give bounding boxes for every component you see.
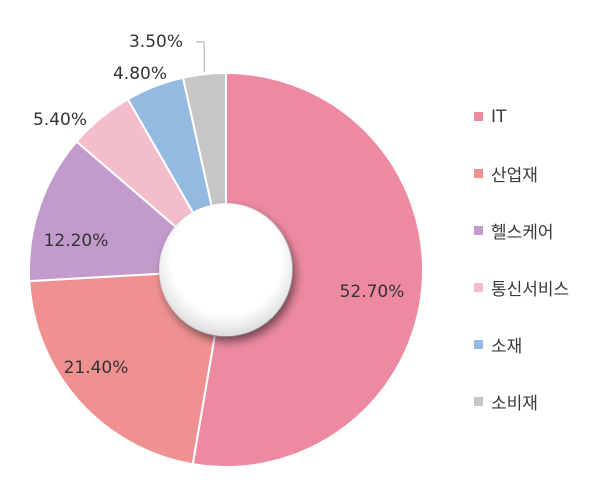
data-label-2: 21.40% [64,358,129,378]
legend-label: 헬스케어 [491,223,554,243]
data-label-5: 4.80% [113,64,167,84]
legend-swatch [474,112,483,121]
slice-group [28,71,424,468]
legend-swatch [474,397,483,406]
legend-label: 산업재 [491,166,538,186]
legend-item-2: 산업재 [474,145,594,202]
legend-label: 통신서비스 [491,280,570,300]
legend-item-6: 소비재 [474,373,594,430]
legend-label: IT [491,106,507,127]
legend-label: 소비재 [491,394,538,414]
legend-swatch [474,340,483,349]
legend-swatch [474,169,483,178]
legend-swatch [474,226,483,235]
legend-item-1: IT [474,88,594,145]
data-label-4: 5.40% [33,110,87,130]
legend-item-3: 헬스케어 [474,202,594,259]
data-label-1: 52.70% [340,282,405,302]
legend-item-5: 소재 [474,316,594,373]
legend-label: 소재 [491,337,523,357]
data-label-group: 52.70% 21.40% 12.20% 5.40% 4.80% 3.50% [33,32,404,378]
data-label-3: 12.20% [44,231,109,251]
leader-line [196,41,205,73]
leader-lines [196,41,205,73]
data-label-6: 3.50% [129,32,183,52]
donut-hole [160,204,292,336]
legend-item-4: 통신서비스 [474,259,594,316]
legend-swatch [474,283,483,292]
